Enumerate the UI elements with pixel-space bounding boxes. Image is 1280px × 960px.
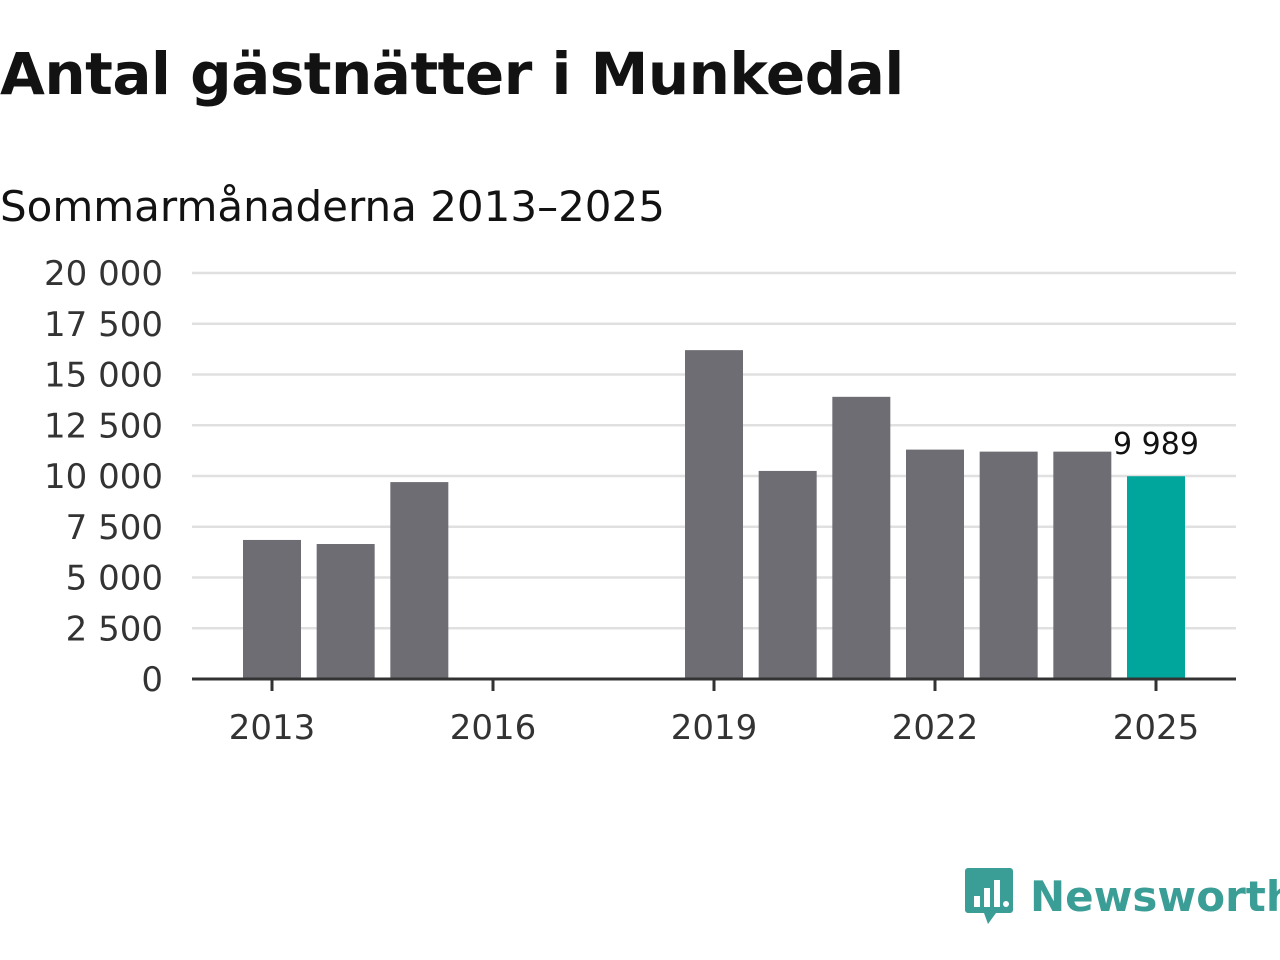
y-tick-label: 20 000	[44, 254, 163, 294]
x-tick-label: 2019	[671, 708, 758, 748]
y-tick-label: 10 000	[44, 457, 163, 497]
x-axis-tick-labels: 2013 2016 2019 2022 2025	[229, 708, 1200, 748]
y-tick-label: 12 500	[44, 406, 163, 446]
y-tick-label: 7 500	[66, 508, 163, 548]
bar-chart: 0 2 500 5 000 7 500 10 000 12 500 15 000 17 500…	[44, 254, 1236, 748]
x-axis	[192, 677, 1236, 691]
data-labels: 9 989	[1113, 427, 1199, 462]
bar	[1127, 476, 1185, 679]
bar	[758, 470, 817, 679]
bar	[390, 482, 449, 679]
newsworthy-logo: Newsworthy	[964, 864, 1280, 928]
y-tick-label: 17 500	[44, 305, 163, 345]
bar	[906, 449, 964, 679]
y-tick-label: 5 000	[66, 559, 163, 599]
bar	[685, 350, 743, 679]
x-tick-label: 2022	[892, 708, 979, 748]
bar	[316, 544, 375, 679]
x-tick-label: 2013	[229, 708, 316, 748]
newsworthy-logo-icon	[965, 868, 1013, 924]
bars	[243, 350, 1185, 679]
y-tick-label: 15 000	[44, 356, 163, 396]
bar	[243, 539, 301, 679]
data-label: 9 989	[1113, 427, 1199, 462]
bar	[1053, 451, 1112, 679]
x-tick-label: 2025	[1113, 708, 1200, 748]
brand-name: Newsworthy	[1030, 871, 1280, 921]
chart-title: Antal gästnätter i Munkedal	[0, 40, 904, 108]
bar	[832, 396, 891, 679]
chart-subtitle: Sommarmånaderna 2013–2025	[0, 182, 665, 231]
y-tick-label: 0	[141, 660, 163, 700]
x-tick-label: 2016	[450, 708, 537, 748]
y-axis-tick-labels: 0 2 500 5 000 7 500 10 000 12 500 15 000 17 500…	[44, 254, 163, 700]
bar	[979, 451, 1038, 679]
y-tick-label: 2 500	[66, 609, 163, 649]
